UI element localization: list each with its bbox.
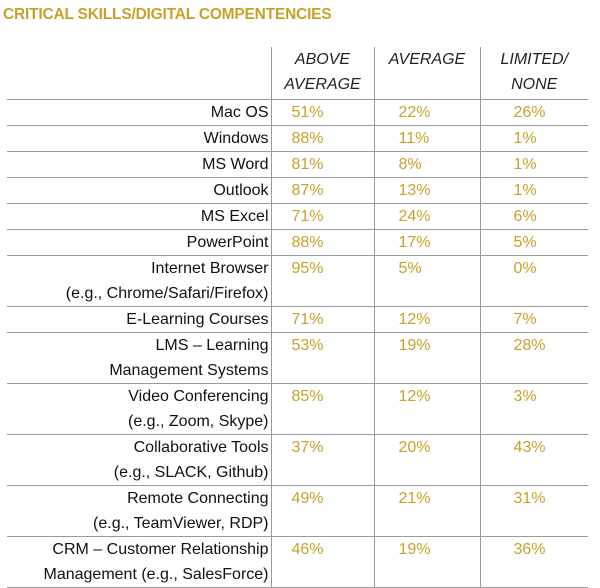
table-row: MS Excel 71% 24% 6% — [7, 203, 588, 230]
cell-limited-none: 36% — [479, 536, 588, 588]
row-label: MS Word — [202, 156, 269, 173]
cell-average: 17% — [373, 229, 480, 256]
cell-average: 12% — [373, 306, 480, 333]
row-label: LMS – Learning Management Systems — [109, 337, 269, 379]
table-row: E-Learning Courses 71% 12% 7% — [7, 306, 588, 333]
cell-limited-none: 5% — [479, 229, 588, 256]
cell-above-average: 37% — [270, 434, 374, 486]
header-blank — [7, 47, 271, 100]
table-row: Video Conferencing (e.g., Zoom, Skype) 85%… — [7, 383, 588, 435]
cell-above-average: 95% — [270, 255, 374, 307]
cell-above-average: 53% — [270, 332, 374, 384]
table-row: CRM – Customer Relationship Management (e… — [7, 536, 588, 588]
cell-limited-none: 6% — [479, 203, 588, 230]
row-label: Mac OS — [210, 104, 269, 121]
cell-average: 12% — [373, 383, 480, 435]
cell-above-average: 85% — [270, 383, 374, 435]
table-row: MS Word 81% 8% 1% — [7, 151, 588, 178]
skills-table: ABOVE AVERAGE AVERAGE LIMITED/NONE Mac OS… — [7, 47, 588, 588]
cell-limited-none: 7% — [479, 306, 588, 333]
cell-average: 19% — [373, 332, 480, 384]
cell-limited-none: 1% — [479, 151, 588, 178]
cell-above-average: 88% — [270, 125, 374, 152]
header-above-average: ABOVE AVERAGE — [270, 47, 374, 100]
cell-average: 19% — [373, 536, 480, 588]
header-average: AVERAGE — [373, 47, 480, 100]
page-title: CRITICAL SKILLS/DIGITAL COMPENTENCIES — [3, 6, 332, 23]
row-label: Internet Browser (e.g., Chrome/Safari/Fir… — [65, 260, 269, 302]
cell-average: 8% — [373, 151, 480, 178]
row-label: E-Learning Courses — [126, 311, 269, 328]
cell-average: 22% — [373, 99, 480, 126]
cell-above-average: 87% — [270, 177, 374, 204]
header-row: ABOVE AVERAGE AVERAGE LIMITED/NONE — [7, 47, 588, 100]
cell-limited-none: 31% — [479, 485, 588, 537]
cell-limited-none: 28% — [479, 332, 588, 384]
table-row: Mac OS 51% 22% 26% — [7, 99, 588, 126]
row-label: MS Excel — [200, 208, 269, 225]
table-row: Collaborative Tools (e.g., SLACK, Github)… — [7, 434, 588, 486]
row-label: Windows — [203, 130, 269, 147]
cell-limited-none: 1% — [479, 125, 588, 152]
cell-limited-none: 26% — [479, 99, 588, 126]
cell-limited-none: 0% — [479, 255, 588, 307]
row-label: Outlook — [213, 182, 269, 199]
cell-average: 21% — [373, 485, 480, 537]
header-limited-none: LIMITED/NONE — [479, 47, 588, 100]
cell-average: 20% — [373, 434, 480, 486]
cell-above-average: 81% — [270, 151, 374, 178]
cell-average: 13% — [373, 177, 480, 204]
row-label: Collaborative Tools (e.g., SLACK, Github) — [113, 439, 269, 481]
table-row: PowerPoint 88% 17% 5% — [7, 229, 588, 256]
table-row: LMS – Learning Management Systems 53% 19% 28… — [7, 332, 588, 384]
row-label: Video Conferencing (e.g., Zoom, Skype) — [128, 388, 269, 430]
cell-limited-none: 3% — [479, 383, 588, 435]
cell-above-average: 46% — [270, 536, 374, 588]
cell-average: 24% — [373, 203, 480, 230]
cell-limited-none: 43% — [479, 434, 588, 486]
row-label: PowerPoint — [186, 234, 269, 251]
table-row: Windows 88% 11% 1% — [7, 125, 588, 152]
cell-above-average: 49% — [270, 485, 374, 537]
row-label: Remote Connecting (e.g., TeamViewer, RDP) — [93, 490, 269, 532]
cell-above-average: 71% — [270, 306, 374, 333]
table-row: Remote Connecting (e.g., TeamViewer, RDP)… — [7, 485, 588, 537]
row-label: CRM – Customer Relationship Management (e… — [43, 541, 269, 583]
cell-above-average: 88% — [270, 229, 374, 256]
cell-above-average: 71% — [270, 203, 374, 230]
cell-above-average: 51% — [270, 99, 374, 126]
cell-average: 5% — [373, 255, 480, 307]
cell-limited-none: 1% — [479, 177, 588, 204]
table-row: Internet Browser (e.g., Chrome/Safari/Fir… — [7, 255, 588, 307]
cell-average: 11% — [373, 125, 480, 152]
table-row: Outlook 87% 13% 1% — [7, 177, 588, 204]
